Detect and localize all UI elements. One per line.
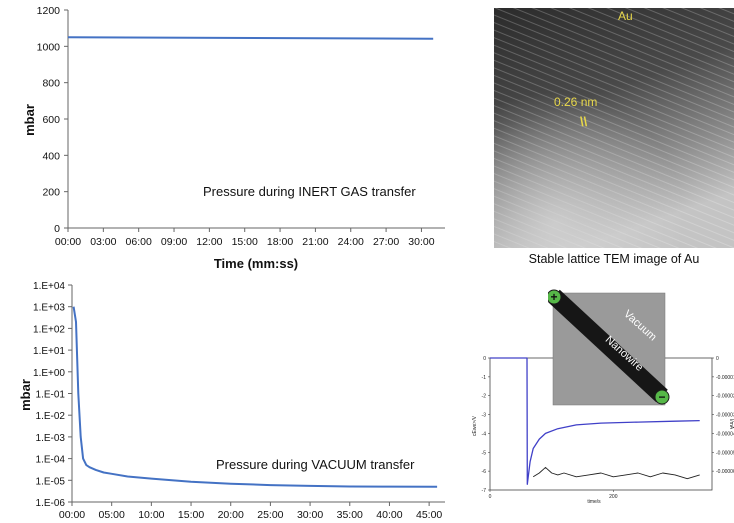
y-tick-label: -7 (482, 488, 487, 494)
chart-annotation: Pressure during VACUUM transfer (216, 457, 415, 472)
y-tick-label: -2 (482, 394, 487, 400)
x-tick-label: 30:00 (408, 236, 434, 248)
y-tick-label: 1.E-06 (36, 498, 66, 509)
y-axis-label: cEwe>/V (472, 415, 478, 436)
tem-caption: Stable lattice TEM image of Au (528, 252, 700, 266)
y2-tick-label: -0.00001 (716, 375, 734, 381)
y-tick-label: 1.E+01 (33, 346, 65, 357)
y-tick-label: 1200 (37, 5, 61, 17)
y-axis-label: mbar (22, 104, 37, 136)
x-tick-label: 35:00 (337, 509, 363, 521)
nanowire-shape (548, 289, 668, 403)
tem-spacing-marker: \\ (580, 114, 588, 129)
nanowire-inset: Vacuum Nanowire + − (548, 289, 670, 406)
tem-element-label: Au (618, 9, 633, 23)
y-tick-label: 600 (42, 114, 60, 126)
x-tick-label: 00:00 (55, 236, 81, 248)
y2-tick-label: -0.00002 (716, 394, 734, 400)
x-tick-label: 09:00 (161, 236, 187, 248)
y-tick-label: 1.E-03 (36, 433, 66, 444)
minus-sign: − (658, 390, 665, 404)
x-tick-label: 10:00 (138, 509, 164, 521)
y-tick-label: 0 (54, 223, 60, 235)
y2-tick-label: -0.00006 (716, 469, 734, 475)
x-tick-label: 05:00 (99, 509, 125, 521)
y-tick-label: 1.E+04 (33, 281, 65, 292)
y-tick-label: -1 (482, 375, 487, 381)
x-tick-label: 03:00 (90, 236, 116, 248)
chart-annotation: Pressure during INERT GAS transfer (203, 184, 416, 199)
inert-gas-pressure-chart: 0 200 400 600 800 1000 1200 00:00 03:00 06:00 09:0… (22, 5, 445, 271)
y2-tick-label: -0.00005 (716, 450, 734, 456)
voltage-series-line (490, 357, 700, 485)
x-axis-label: time/s (587, 499, 601, 505)
y-tick-label: 1.E-02 (36, 411, 66, 422)
plus-electrode (548, 289, 562, 305)
x-tick-label: 15:00 (232, 236, 258, 248)
x-tick-label: 18:00 (267, 236, 293, 248)
plus-sign: + (550, 290, 557, 304)
y-tick-label: 800 (42, 78, 60, 90)
tem-spacing-label: 0.26 nm (554, 95, 597, 109)
tem-image: Au 0.26 nm \\ (494, 8, 734, 248)
y-tick-label: -4 (482, 431, 487, 437)
x-tick-label: 12:00 (196, 236, 222, 248)
electrochem-chart: 0-1-2-3-4-5-6-70-0.00001-0.00002-0.00003… (472, 356, 734, 505)
x-tick-label: 0 (489, 494, 492, 500)
current-series-line (532, 466, 700, 480)
x-tick-label: 24:00 (338, 236, 364, 248)
y-tick-label: 1.E+02 (33, 324, 65, 335)
x-axis-label: Time (mm:ss) (214, 256, 298, 271)
vacuum-pressure-chart: 1.E-06 1.E-05 1.E-04 1.E-03 1.E-02 1.E-01 1.E+… (18, 281, 445, 521)
y-tick-label: 400 (42, 150, 60, 162)
y-tick-label: 1.E+03 (33, 303, 65, 314)
x-tick-label: 40:00 (376, 509, 402, 521)
y-tick-label: 1.E-04 (36, 455, 66, 466)
y-axis-label: mbar (18, 379, 33, 411)
y-tick-label: -5 (482, 450, 487, 456)
pressure-series-line (67, 36, 434, 40)
y-tick-label: 1.E-01 (36, 390, 66, 401)
x-tick-label: 00:00 (59, 509, 85, 521)
y-tick-label: -6 (482, 469, 487, 475)
y-tick-label: 200 (42, 187, 60, 199)
y-tick-label: 1.E-05 (36, 476, 66, 487)
y-tick-label: 1000 (37, 41, 61, 53)
x-tick-label: 25:00 (257, 509, 283, 521)
y-tick-label: 0 (483, 356, 486, 362)
y-tick-label: -3 (482, 413, 487, 419)
x-tick-label: 27:00 (373, 236, 399, 248)
x-tick-label: 06:00 (126, 236, 152, 248)
x-tick-label: 45:00 (416, 509, 442, 521)
x-tick-label: 20:00 (218, 509, 244, 521)
y2-tick-label: 0 (716, 356, 719, 362)
y2-axis-label: I/mA (728, 419, 734, 430)
x-tick-label: 200 (609, 494, 618, 500)
y2-tick-label: -0.00003 (716, 413, 734, 419)
x-tick-label: 30:00 (297, 509, 323, 521)
pressure-series-line (72, 306, 438, 488)
minus-electrode (654, 389, 670, 405)
x-tick-label: 15:00 (178, 509, 204, 521)
x-tick-label: 21:00 (302, 236, 328, 248)
y2-tick-label: -0.00004 (716, 431, 734, 437)
y-tick-label: 1.E+00 (33, 368, 65, 379)
